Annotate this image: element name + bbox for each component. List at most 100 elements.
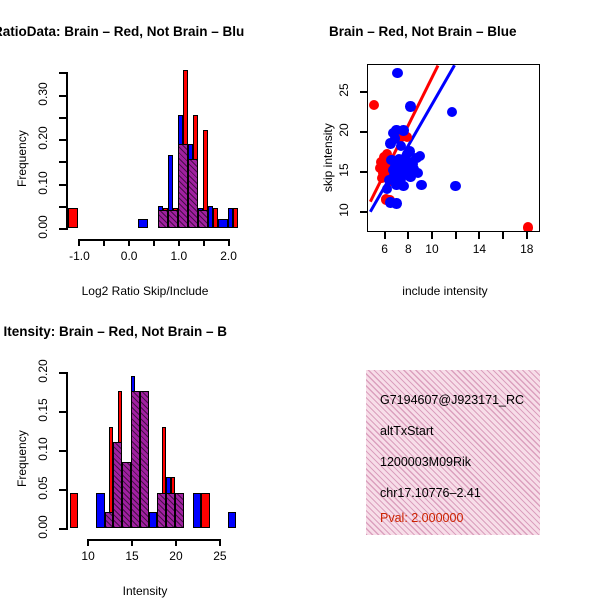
histogram-bar-overlap: [113, 442, 123, 528]
panel-ratio-histogram: RatioData: Brain – Red, Not Brain – Blu …: [0, 0, 300, 300]
x-axis-tick: [478, 232, 481, 239]
y-axis-tick-label: 20: [337, 123, 351, 137]
annotation-pvalue: Pval: 2.000000: [380, 511, 464, 525]
histogram-bar-brain: [69, 492, 79, 528]
y-axis-tick-label: 0.20: [36, 359, 50, 383]
scatter-point-not-brain: [391, 198, 402, 209]
histogram-bar-overlap: [104, 512, 114, 528]
y-axis-tick-label: 0.00: [36, 215, 50, 239]
y-axis-tick-label: 0.30: [36, 81, 50, 106]
panel-scatter-title: Brain – Red, Not Brain – Blue: [329, 24, 517, 39]
histogram-bar-overlap: [177, 143, 188, 228]
x-axis-tick: [153, 239, 155, 246]
scatter-point-not-brain: [401, 148, 413, 159]
histogram-bar-overlap: [157, 492, 167, 528]
histogram-bar-overlap: [122, 461, 132, 528]
x-axis-tick: [128, 239, 131, 246]
panel-ratio-title: RatioData: Brain – Red, Not Brain – Blu: [0, 24, 245, 39]
histogram-bar-not-brain: [227, 512, 237, 528]
x-axis-tick: [103, 239, 106, 246]
panel-ratio-xlabel: Log2 Ratio Skip/Include: [81, 284, 209, 298]
histogram-bar-overlap: [157, 210, 168, 228]
scatter-point-not-brain: [387, 127, 399, 139]
panel-intensity-xlabel: Intensity: [122, 584, 168, 598]
x-axis-tick-label: 18: [520, 242, 534, 256]
y-axis-tick: [59, 94, 66, 97]
y-axis-tick-label: 0.00: [36, 515, 50, 539]
x-axis-tick: [430, 232, 433, 239]
x-axis-tick-label: 15: [125, 549, 139, 563]
x-axis-tick: [78, 239, 81, 246]
histogram-bar-overlap: [166, 492, 175, 528]
y-axis-tick: [59, 139, 66, 142]
annotation-event-type: altTxStart: [380, 424, 434, 438]
scatter-point-brain: [377, 172, 388, 183]
histogram-bar-not-brain: [192, 492, 202, 528]
x-axis-tick: [177, 239, 180, 246]
x-axis-tick: [407, 232, 410, 239]
x-axis-tick-label: 8: [404, 242, 412, 256]
y-axis-tick-label: 0.15: [36, 398, 50, 422]
annotation-locus: chr17.10776–2.41: [380, 486, 481, 500]
x-axis-tick: [383, 232, 386, 239]
scatter-point-not-brain: [398, 125, 409, 136]
x-axis-tick: [525, 232, 528, 239]
annotation-probe-id: G7194607@J923171_RC: [380, 393, 525, 407]
y-axis-tick: [360, 131, 367, 134]
scatter-point-not-brain: [398, 180, 409, 191]
histogram-bar-not-brain: [207, 205, 213, 228]
scatter-point-not-brain: [407, 159, 419, 170]
scatter-point-not-brain: [385, 138, 396, 149]
scatter-point-brain: [401, 131, 413, 143]
scatter-point-not-brain: [405, 101, 416, 112]
annotation-box: G7194607@J923171_RC altTxStart 1200003M0…: [366, 370, 540, 535]
scatter-point-not-brain: [390, 133, 401, 144]
scatter-point-not-brain: [446, 107, 458, 118]
y-axis-line: [66, 72, 68, 230]
panel-scatter-xlabel: include intensity: [402, 284, 488, 298]
x-axis-tick: [131, 539, 134, 546]
x-axis-tick-label: 20: [169, 549, 183, 563]
scatter-point-not-brain: [392, 67, 403, 79]
y-axis-tick-label: 25: [337, 83, 351, 97]
panel-intensity-title: ne Itensity: Brain – Red, Not Brain – B: [0, 324, 228, 339]
panel-intensity-plot-area: 0.00 0.05 0.10 0.15 0.20 10 15 20 25: [0, 300, 300, 600]
x-axis-tick-label: -1.0: [69, 249, 90, 263]
scatter-point-not-brain: [411, 152, 422, 163]
scatter-point-not-brain: [416, 179, 427, 191]
histogram-bar-brain: [212, 208, 218, 228]
x-axis-tick: [502, 232, 505, 239]
y-axis-tick: [59, 161, 66, 164]
y-axis-tick-label: 15: [337, 163, 351, 177]
x-axis-tick: [174, 539, 177, 546]
x-axis-tick-label: 6: [381, 242, 388, 256]
panel-ratio-plot-area: 0.00 0.10 0.20 0.30 -1.0 0.0 1.0 2.0: [0, 0, 300, 300]
scatter-plot-frame: [367, 64, 540, 232]
scatter-point-not-brain: [381, 183, 393, 195]
histogram-bar-overlap: [174, 492, 184, 528]
histogram-bar-not-brain: [148, 512, 158, 528]
histogram-bar-brain: [201, 492, 211, 528]
y-axis-tick: [59, 371, 66, 374]
y-axis-tick: [59, 228, 66, 230]
scatter-point-not-brain: [412, 167, 423, 179]
histogram-bar-overlap: [131, 391, 140, 528]
scatter-point-not-brain: [405, 171, 416, 183]
histogram-bar-not-brain: [138, 219, 149, 228]
scatter-point-not-brain: [391, 179, 402, 191]
scatter-point-not-brain: [385, 197, 396, 208]
y-axis-tick-label: 0.05: [36, 476, 50, 500]
y-axis-tick: [360, 91, 367, 94]
scatter-point-not-brain: [395, 173, 407, 184]
y-axis-tick: [360, 171, 367, 174]
scatter-point-brain: [522, 222, 534, 231]
histogram-bar-brain: [68, 208, 79, 228]
y-axis-tick-label: 0.10: [36, 170, 50, 195]
y-axis-tick-label: 0.10: [36, 437, 50, 461]
y-axis-tick: [59, 410, 66, 413]
x-axis-tick-label: 25: [213, 549, 227, 563]
x-axis-tick-label: 0.0: [120, 249, 138, 263]
histogram-bar-not-brain: [227, 208, 233, 228]
annotation-gene-symbol: 1200003M09Rik: [380, 455, 472, 469]
